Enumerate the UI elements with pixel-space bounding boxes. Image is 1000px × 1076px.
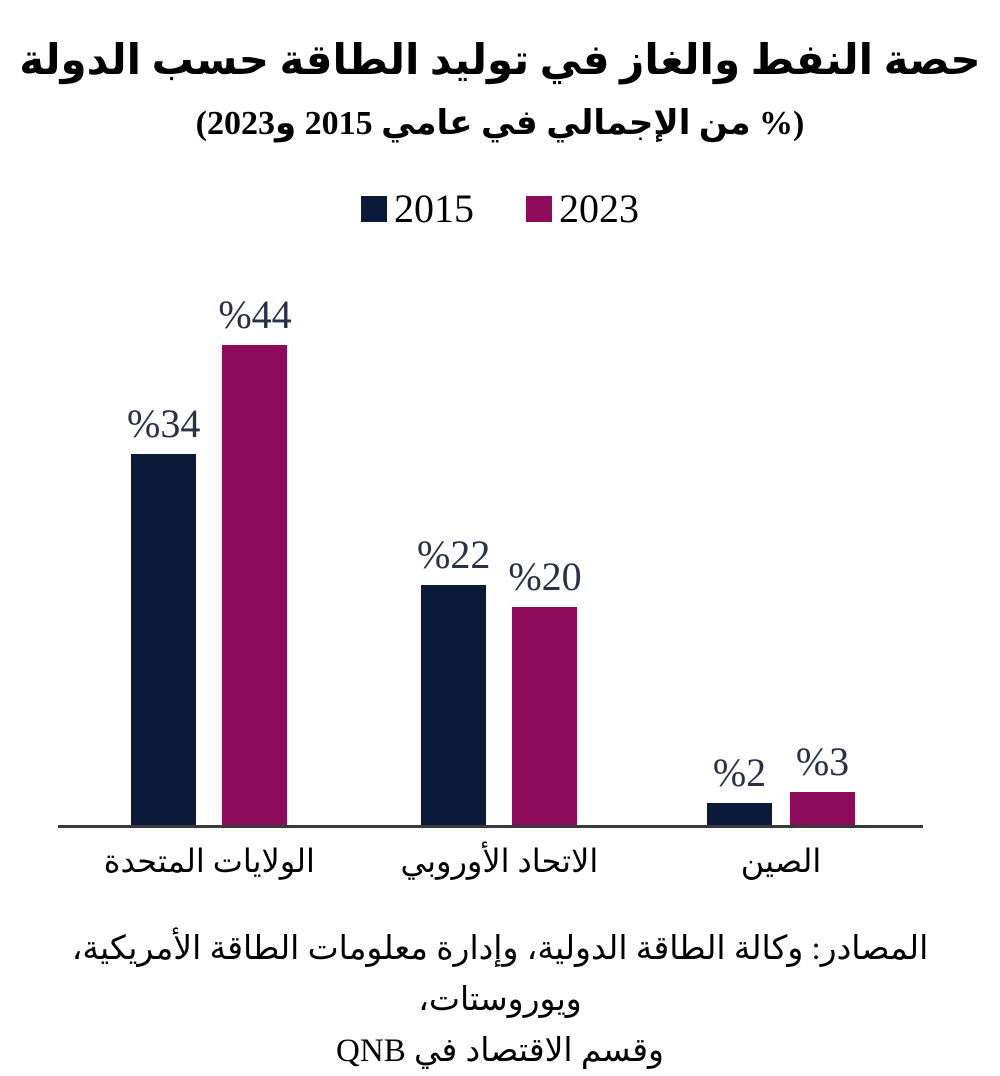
bar-group-0: %34 %44 الولايات المتحدة <box>104 291 315 879</box>
bar-2023 <box>512 606 578 825</box>
legend-swatch-2015-icon <box>361 195 387 222</box>
legend-item-2015: 2015 <box>361 185 474 231</box>
bar-2015 <box>421 584 487 825</box>
legend-item-2023: 2023 <box>526 185 639 231</box>
category-label: الولايات المتحدة <box>103 842 315 879</box>
category-label: الصين <box>740 842 822 879</box>
chart-title: حصة النفط والغاز في توليد الطاقة حسب الد… <box>19 38 981 84</box>
source-line-1: المصادر: وكالة الطاقة الدولية، وإدارة مع… <box>71 930 929 1018</box>
data-label-2023: %44 <box>218 291 292 337</box>
data-label-2015: %34 <box>127 400 201 446</box>
bar-pair: %22 %20 <box>417 531 582 825</box>
bar-wrap-2015: %2 <box>707 749 772 825</box>
bar-pair: %2 %3 <box>707 738 855 825</box>
chart-subtitle: (% من الإجمالي في عامي 2015 و2023) <box>195 104 805 142</box>
source-line-2: وقسم الاقتصاد في QNB <box>336 1032 664 1069</box>
legend-swatch-2023-icon <box>526 195 552 222</box>
bar-2015 <box>707 802 772 825</box>
bar-wrap-2023: %20 <box>508 553 582 825</box>
source-note: المصادر: وكالة الطاقة الدولية، وإدارة مع… <box>0 924 1000 1076</box>
data-label-2015: %2 <box>712 749 767 795</box>
bar-wrap-2023: %3 <box>790 738 855 825</box>
bar-2015 <box>131 453 197 825</box>
data-label-2015: %22 <box>417 531 491 577</box>
bar-chart: %34 %44 الولايات المتحدة %22 %20 الاتحاد الأو… <box>58 275 923 879</box>
bar-wrap-2015: %34 <box>127 400 201 825</box>
bar-wrap-2015: %22 <box>417 531 491 825</box>
bar-wrap-2023: %44 <box>218 291 292 825</box>
legend-label-2023: 2023 <box>559 185 639 231</box>
bar-2023 <box>790 791 855 825</box>
chart-legend: 2015 2023 <box>0 185 1000 231</box>
bar-group-2: %2 %3 الصين <box>707 738 855 879</box>
category-label: الاتحاد الأوروبي <box>400 842 599 879</box>
legend-label-2015: 2015 <box>394 185 474 231</box>
plot-area: %34 %44 الولايات المتحدة %22 %20 الاتحاد الأو… <box>58 275 923 879</box>
bar-2023 <box>222 344 288 825</box>
data-label-2023: %20 <box>508 553 582 599</box>
bar-group-1: %22 %20 الاتحاد الأوروبي <box>400 531 598 879</box>
bar-pair: %34 %44 <box>127 291 292 825</box>
data-label-2023: %3 <box>795 738 850 784</box>
